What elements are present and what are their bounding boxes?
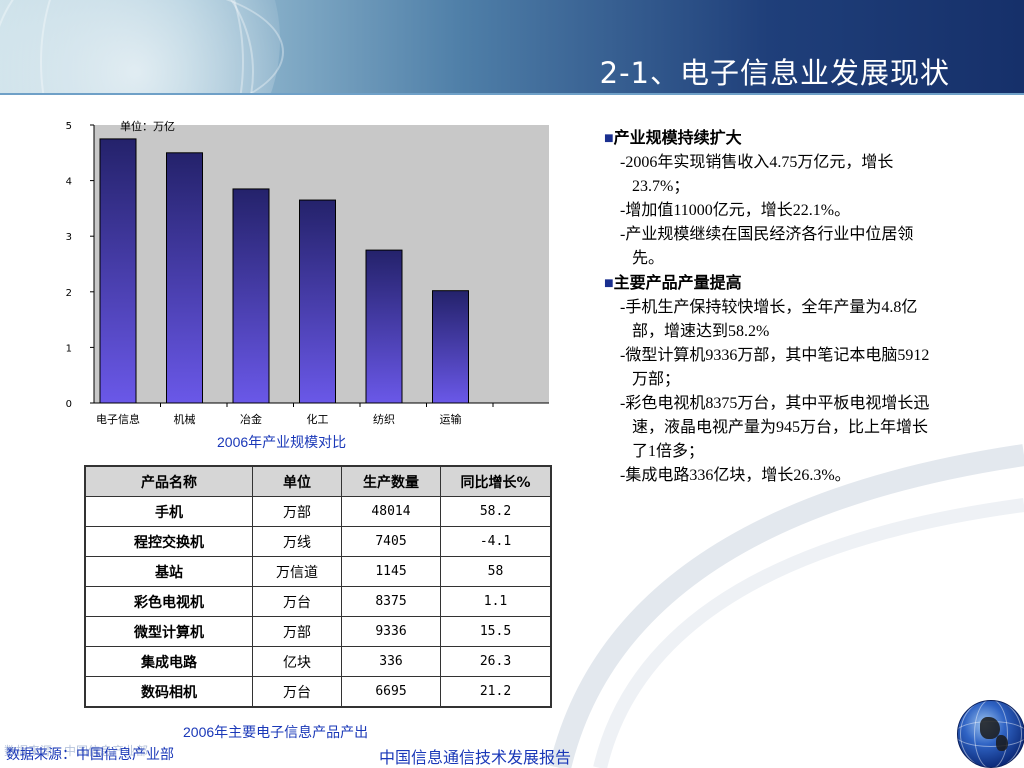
bullet-point: -彩色电视机8375万台，其中平板电视增长迅速，液晶电视产量为945万台，比上年… xyxy=(620,395,930,460)
x-tick-label: 电子信息 xyxy=(96,412,140,426)
table-row: 彩色电视机 万台 8375 1.1 xyxy=(84,586,552,617)
unit-cell: 万台 xyxy=(252,676,342,708)
header-divider xyxy=(0,93,1024,95)
unit-cell: 万台 xyxy=(252,586,342,617)
quantity-cell: 9336 xyxy=(341,616,441,647)
table-header-row: 产品名称 单位 生产数量 同比增长% xyxy=(84,465,552,497)
product-name-cell: 数码相机 xyxy=(84,676,253,708)
product-table: 产品名称 单位 生产数量 同比增长% 手机 万部 48014 58.2 程控交换… xyxy=(84,465,552,708)
table-row: 数码相机 万台 6695 21.2 xyxy=(84,676,552,708)
column-header: 生产数量 xyxy=(341,465,441,497)
x-tick-label: 纺织 xyxy=(373,412,395,426)
slide-title: 2-1、电子信息业发展现状 xyxy=(599,56,950,90)
column-header: 单位 xyxy=(252,465,342,497)
bullet-point: -2006年实现销售收入4.75万亿元，增长23.7%； xyxy=(620,154,894,195)
bullet-point: -增加值11000亿元，增长22.1%。 xyxy=(620,202,851,219)
bar-chart: 0 1 2 3 4 5 电子信息 机械 冶金 化工 纺织 运输 单位：万亿 xyxy=(66,119,549,426)
quantity-cell: 1145 xyxy=(341,556,441,587)
y-tick-label: 4 xyxy=(66,177,72,188)
growth-cell: 58.2 xyxy=(440,496,552,527)
growth-cell: 26.3 xyxy=(440,646,552,677)
x-tick-label: 运输 xyxy=(440,412,462,426)
table-row: 程控交换机 万线 7405 -4.1 xyxy=(84,526,552,557)
column-header: 同比增长% xyxy=(440,465,552,497)
quantity-cell: 6695 xyxy=(341,676,441,708)
x-tick-label: 化工 xyxy=(307,412,329,426)
bar xyxy=(99,138,137,404)
y-tick-label: 3 xyxy=(66,232,72,243)
growth-cell: 21.2 xyxy=(440,676,552,708)
bullet-point: -产业规模继续在国民经济各行业中位居领先。 xyxy=(620,226,914,267)
y-tick-label: 1 xyxy=(66,343,72,354)
table-row: 集成电路 亿块 336 26.3 xyxy=(84,646,552,677)
bar xyxy=(365,249,403,404)
product-name-cell: 手机 xyxy=(84,496,253,527)
square-bullet-icon: ■ xyxy=(604,130,614,147)
section-heading: ■产业规模持续扩大 xyxy=(604,126,934,151)
quantity-cell: 7405 xyxy=(341,526,441,557)
unit-note: 单位：万亿 xyxy=(120,119,175,133)
bullet-point: -微型计算机9336万部，其中笔记本电脑5912万部； xyxy=(620,347,930,388)
y-tick-label: 0 xyxy=(66,399,72,410)
bar xyxy=(299,199,336,404)
product-name-cell: 基站 xyxy=(84,556,253,587)
source-shadow-text: 数据来源：中国信息产业部 xyxy=(4,744,149,758)
y-tick-label: 5 xyxy=(66,121,72,132)
growth-cell: -4.1 xyxy=(440,526,552,557)
unit-cell: 万信道 xyxy=(252,556,342,587)
product-name-cell: 彩色电视机 xyxy=(84,586,253,617)
square-bullet-icon: ■ xyxy=(604,275,614,292)
product-name-cell: 集成电路 xyxy=(84,646,253,677)
table-row: 基站 万信道 1145 58 xyxy=(84,556,552,587)
globe-icon xyxy=(957,700,1024,768)
product-name-cell: 微型计算机 xyxy=(84,616,253,647)
quantity-cell: 8375 xyxy=(341,586,441,617)
unit-cell: 万线 xyxy=(252,526,342,557)
growth-cell: 15.5 xyxy=(440,616,552,647)
section-heading-text: 主要产品产量提高 xyxy=(613,273,742,292)
bar xyxy=(432,290,469,404)
header-banner: 2-1、电子信息业发展现状 xyxy=(0,0,1024,93)
growth-cell: 1.1 xyxy=(440,586,552,617)
data-source: 数据来源：中国信息产业部 xyxy=(6,747,174,763)
globe-arc xyxy=(0,0,284,93)
footer-title: 中国信息通信技术发展报告 xyxy=(379,748,572,767)
bar xyxy=(166,152,203,404)
column-header: 产品名称 xyxy=(84,465,253,497)
bullet-point: -集成电路336亿块，增长26.3%。 xyxy=(620,467,851,484)
y-tick-label: 2 xyxy=(66,288,72,299)
quantity-cell: 48014 xyxy=(341,496,441,527)
summary-panel: ■产业规模持续扩大 -2006年实现销售收入4.75万亿元，增长23.7%； -… xyxy=(604,126,934,488)
unit-cell: 万部 xyxy=(252,496,342,527)
product-name-cell: 程控交换机 xyxy=(84,526,253,557)
bullet-point: -手机生产保持较快增长，全年产量为4.8亿部，增速达到58.2% xyxy=(620,299,918,340)
x-tick-label: 冶金 xyxy=(240,412,262,426)
quantity-cell: 336 xyxy=(341,646,441,677)
unit-cell: 万部 xyxy=(252,616,342,647)
unit-cell: 亿块 xyxy=(252,646,342,677)
table-row: 微型计算机 万部 9336 15.5 xyxy=(84,616,552,647)
bar xyxy=(232,188,270,404)
table-row: 手机 万部 48014 58.2 xyxy=(84,496,552,527)
section-heading: ■主要产品产量提高 xyxy=(604,271,934,296)
section-heading-text: 产业规模持续扩大 xyxy=(613,128,742,147)
growth-cell: 58 xyxy=(440,556,552,587)
chart-caption: 2006年产业规模对比 xyxy=(217,434,347,450)
x-tick-label: 机械 xyxy=(174,412,196,426)
table-caption: 2006年主要电子信息产品产出 xyxy=(183,724,369,740)
